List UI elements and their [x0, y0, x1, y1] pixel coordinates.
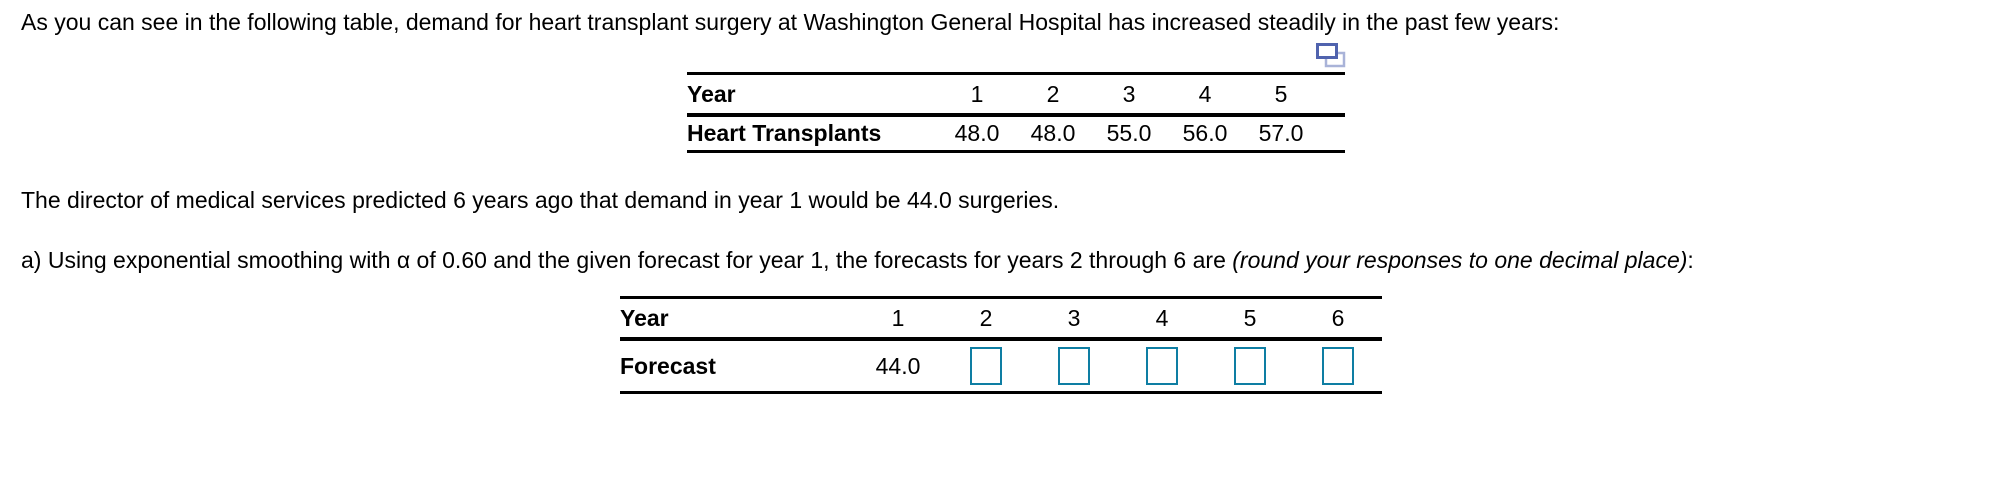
value-cell: 57.0 [1243, 115, 1345, 153]
demand-table-header-label: Year [687, 72, 939, 117]
forecast-input-year-2[interactable] [970, 347, 1002, 385]
forecast-input-year-5[interactable] [1234, 347, 1266, 385]
year-cell: 1 [854, 296, 942, 341]
year-cell: 2 [942, 296, 1030, 341]
copy-data-icon[interactable] [1316, 43, 1346, 70]
demand-table: Year 1 2 3 4 5 Heart Transplants 48.0 48… [687, 72, 1345, 153]
forecast-input-year-6[interactable] [1322, 347, 1354, 385]
forecast-input-year-4[interactable] [1146, 347, 1178, 385]
year-cell: 6 [1294, 296, 1382, 341]
forecast-answer-cell [1206, 339, 1294, 394]
forecast-answer-cell [942, 339, 1030, 394]
forecast-answer-cell [1118, 339, 1206, 394]
year-cell: 3 [1091, 72, 1167, 117]
year-cell: 3 [1030, 296, 1118, 341]
value-cell: 48.0 [939, 115, 1015, 153]
question-text-italic: (round your responses to one decimal pla… [1232, 247, 1688, 273]
value-cell: 56.0 [1167, 115, 1243, 153]
director-note-text: The director of medical services predict… [21, 187, 1060, 213]
year-cell: 4 [1118, 296, 1206, 341]
question-text: a) Using exponential smoothing with α of… [21, 246, 1694, 274]
year-cell: 5 [1206, 296, 1294, 341]
forecast-table-value-row: Forecast 44.0 [620, 339, 1382, 394]
value-cell: 48.0 [1015, 115, 1091, 153]
forecast-table: Year 1 2 3 4 5 6 Forecast 44.0 [620, 296, 1382, 394]
demand-table-row-label: Heart Transplants [687, 115, 939, 153]
forecast-answer-cell [1294, 339, 1382, 394]
given-forecast-cell: 44.0 [854, 339, 942, 394]
demand-table-header-row: Year 1 2 3 4 5 [687, 72, 1345, 117]
year-cell: 4 [1167, 72, 1243, 117]
value-cell: 55.0 [1091, 115, 1167, 153]
year-cell: 2 [1015, 72, 1091, 117]
intro-text: As you can see in the following table, d… [21, 9, 1560, 35]
forecast-input-year-3[interactable] [1058, 347, 1090, 385]
year-cell: 1 [939, 72, 1015, 117]
year-cell: 5 [1243, 72, 1345, 117]
copy-data-icon-glyph [1316, 43, 1346, 68]
forecast-answer-cell [1030, 339, 1118, 394]
forecast-table-header-row: Year 1 2 3 4 5 6 [620, 296, 1382, 341]
demand-table-value-row: Heart Transplants 48.0 48.0 55.0 56.0 57… [687, 115, 1345, 153]
question-text-suffix: : [1687, 247, 1694, 273]
forecast-table-row-label: Forecast [620, 339, 854, 394]
question-text-normal: a) Using exponential smoothing with α of… [21, 247, 1233, 273]
forecast-table-header-label: Year [620, 296, 854, 341]
